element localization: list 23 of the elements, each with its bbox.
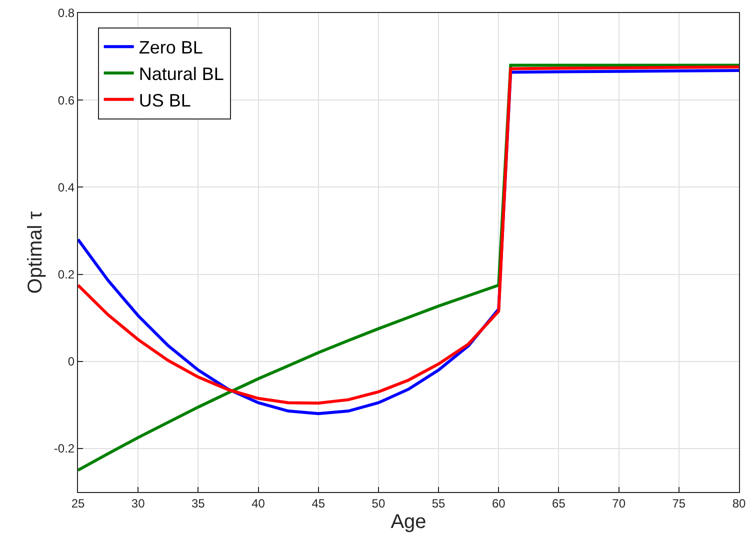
x-tick-label: 35: [192, 496, 206, 510]
y-axis-title: Optimal τ: [24, 211, 46, 294]
y-tick-label: 0: [68, 354, 75, 369]
x-tick-label: 60: [492, 496, 506, 510]
x-tick-label: 80: [732, 496, 746, 510]
y-tick-label: 0.6: [58, 93, 75, 108]
x-tick-label: 25: [71, 496, 85, 510]
y-tick-label: -0.2: [54, 442, 75, 456]
x-tick-label: 75: [672, 496, 686, 510]
x-tick-label: 55: [432, 496, 446, 510]
legend-label: US BL: [138, 90, 191, 110]
y-tick-label: 0.8: [58, 6, 75, 20]
legend-label: Natural BL: [138, 64, 224, 84]
x-tick-label: 65: [552, 496, 566, 510]
x-tick-label: 40: [252, 496, 266, 510]
x-axis-title: Age: [390, 510, 426, 533]
x-tick-label: 30: [131, 496, 146, 510]
x-tick-label: 45: [312, 496, 326, 510]
x-tick-label: 70: [612, 496, 626, 510]
legend-label: Zero BL: [138, 38, 203, 58]
y-tick-label: 0.2: [58, 267, 75, 282]
x-tick-label: 50: [372, 496, 386, 510]
y-tick-label: 0.4: [58, 180, 75, 194]
